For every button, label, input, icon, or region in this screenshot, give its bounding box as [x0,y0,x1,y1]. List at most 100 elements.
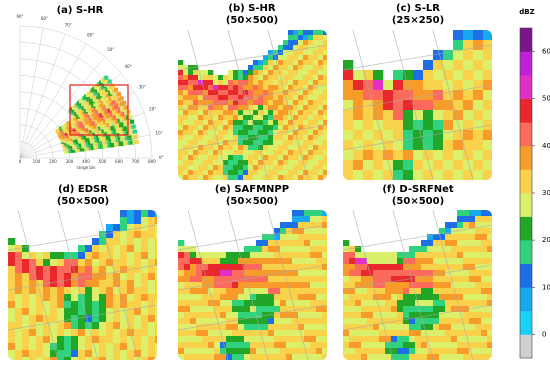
radar-cell [313,50,319,56]
radar-cell [481,270,488,277]
radar-cell [310,288,317,295]
radar-cell [385,342,392,349]
radar-cell [288,55,294,61]
angle-line [19,56,106,159]
radar-cell [106,245,114,253]
radar-cell [469,324,476,331]
radar-cell [193,65,199,71]
radar-cell [487,306,492,313]
radar-cell [218,160,224,166]
radar-cell [423,170,434,180]
radar-cell [463,130,474,141]
radar-cell [322,282,327,289]
radar-cell [487,324,492,331]
radar-cell [15,280,23,288]
radar-cell [223,160,229,166]
radar-cell [127,294,135,302]
radar-cell [258,175,264,180]
radar-cell [393,130,404,141]
radar-cell [293,85,299,91]
radar-cell [85,329,93,337]
radar-cell [15,336,23,344]
radar-cell [214,276,221,283]
radar-cell [256,270,263,277]
radar-cell [298,300,305,307]
radar-cell [113,336,121,344]
radar-cell [243,85,249,91]
radar-cell [283,160,289,166]
radar-cell [208,120,214,126]
radar-cell [233,110,239,116]
radar-cell [98,121,104,126]
radar-cell [353,110,364,121]
radar-cell [263,115,269,121]
radar-cell [141,357,149,360]
radar-cell [198,80,204,86]
radar-cell [316,258,323,265]
radar-cell [71,357,79,360]
radar-cell [445,252,452,259]
colorbar-tick-label: 0 [542,330,546,338]
radar-cell [292,228,299,235]
radar-cell [293,30,299,36]
radar-cell [483,110,492,121]
radar-cell [226,288,233,295]
radar-cell [92,322,100,330]
radar-cell [141,350,149,358]
radar-cell [313,30,319,36]
radar-cell [214,318,221,325]
map-line [8,304,157,331]
radar-cell [233,150,239,156]
radar-cell [286,294,293,301]
radar-cell [463,270,470,277]
radar-cell [262,264,269,271]
radar-cell [228,115,234,121]
radar-cell [132,129,137,134]
radar-cell [439,252,446,259]
radar-cell [208,75,214,81]
radar-cell [487,354,492,360]
radar-cell [421,246,428,253]
radar-cell [106,350,114,358]
radar-cell [188,175,194,180]
radar-cell [391,330,398,337]
radar-cell [293,75,299,81]
radar-cell [232,342,239,349]
radar-cell [99,336,107,344]
radar-cell [403,80,414,91]
radar-cell [373,300,380,307]
radar-image [178,30,327,180]
radar-cell [92,273,100,281]
radar-cell [155,315,157,323]
radar-cell [403,160,414,171]
radar-cell [238,70,244,76]
radar-cell [248,155,254,161]
radar-cell [288,75,294,81]
radar-cell [316,210,323,217]
radar-cell [298,80,304,86]
radar-cell [208,300,215,307]
radar-cell [316,294,323,301]
radar-cell [373,130,384,141]
radar-cell [127,357,135,360]
radar-cell [120,322,128,330]
radar-cell [223,110,229,116]
radar-cell [463,216,470,223]
radar-cell [193,160,199,166]
radar-cell [263,125,269,131]
radar-cell [268,294,275,301]
radar-cell [232,288,239,295]
radar-cell [117,113,123,118]
radar-cell [141,245,149,253]
radar-cell [193,85,199,91]
radar-cell [198,130,204,136]
radar-cell [123,121,128,126]
radar-cell [190,252,197,259]
radar-cell [106,287,114,295]
radar-cell [202,258,209,265]
radar-cell [233,160,239,166]
radar-cell [316,288,323,295]
radar-cell [148,336,156,344]
radar-cell [85,350,93,358]
radar-cell [127,125,132,130]
